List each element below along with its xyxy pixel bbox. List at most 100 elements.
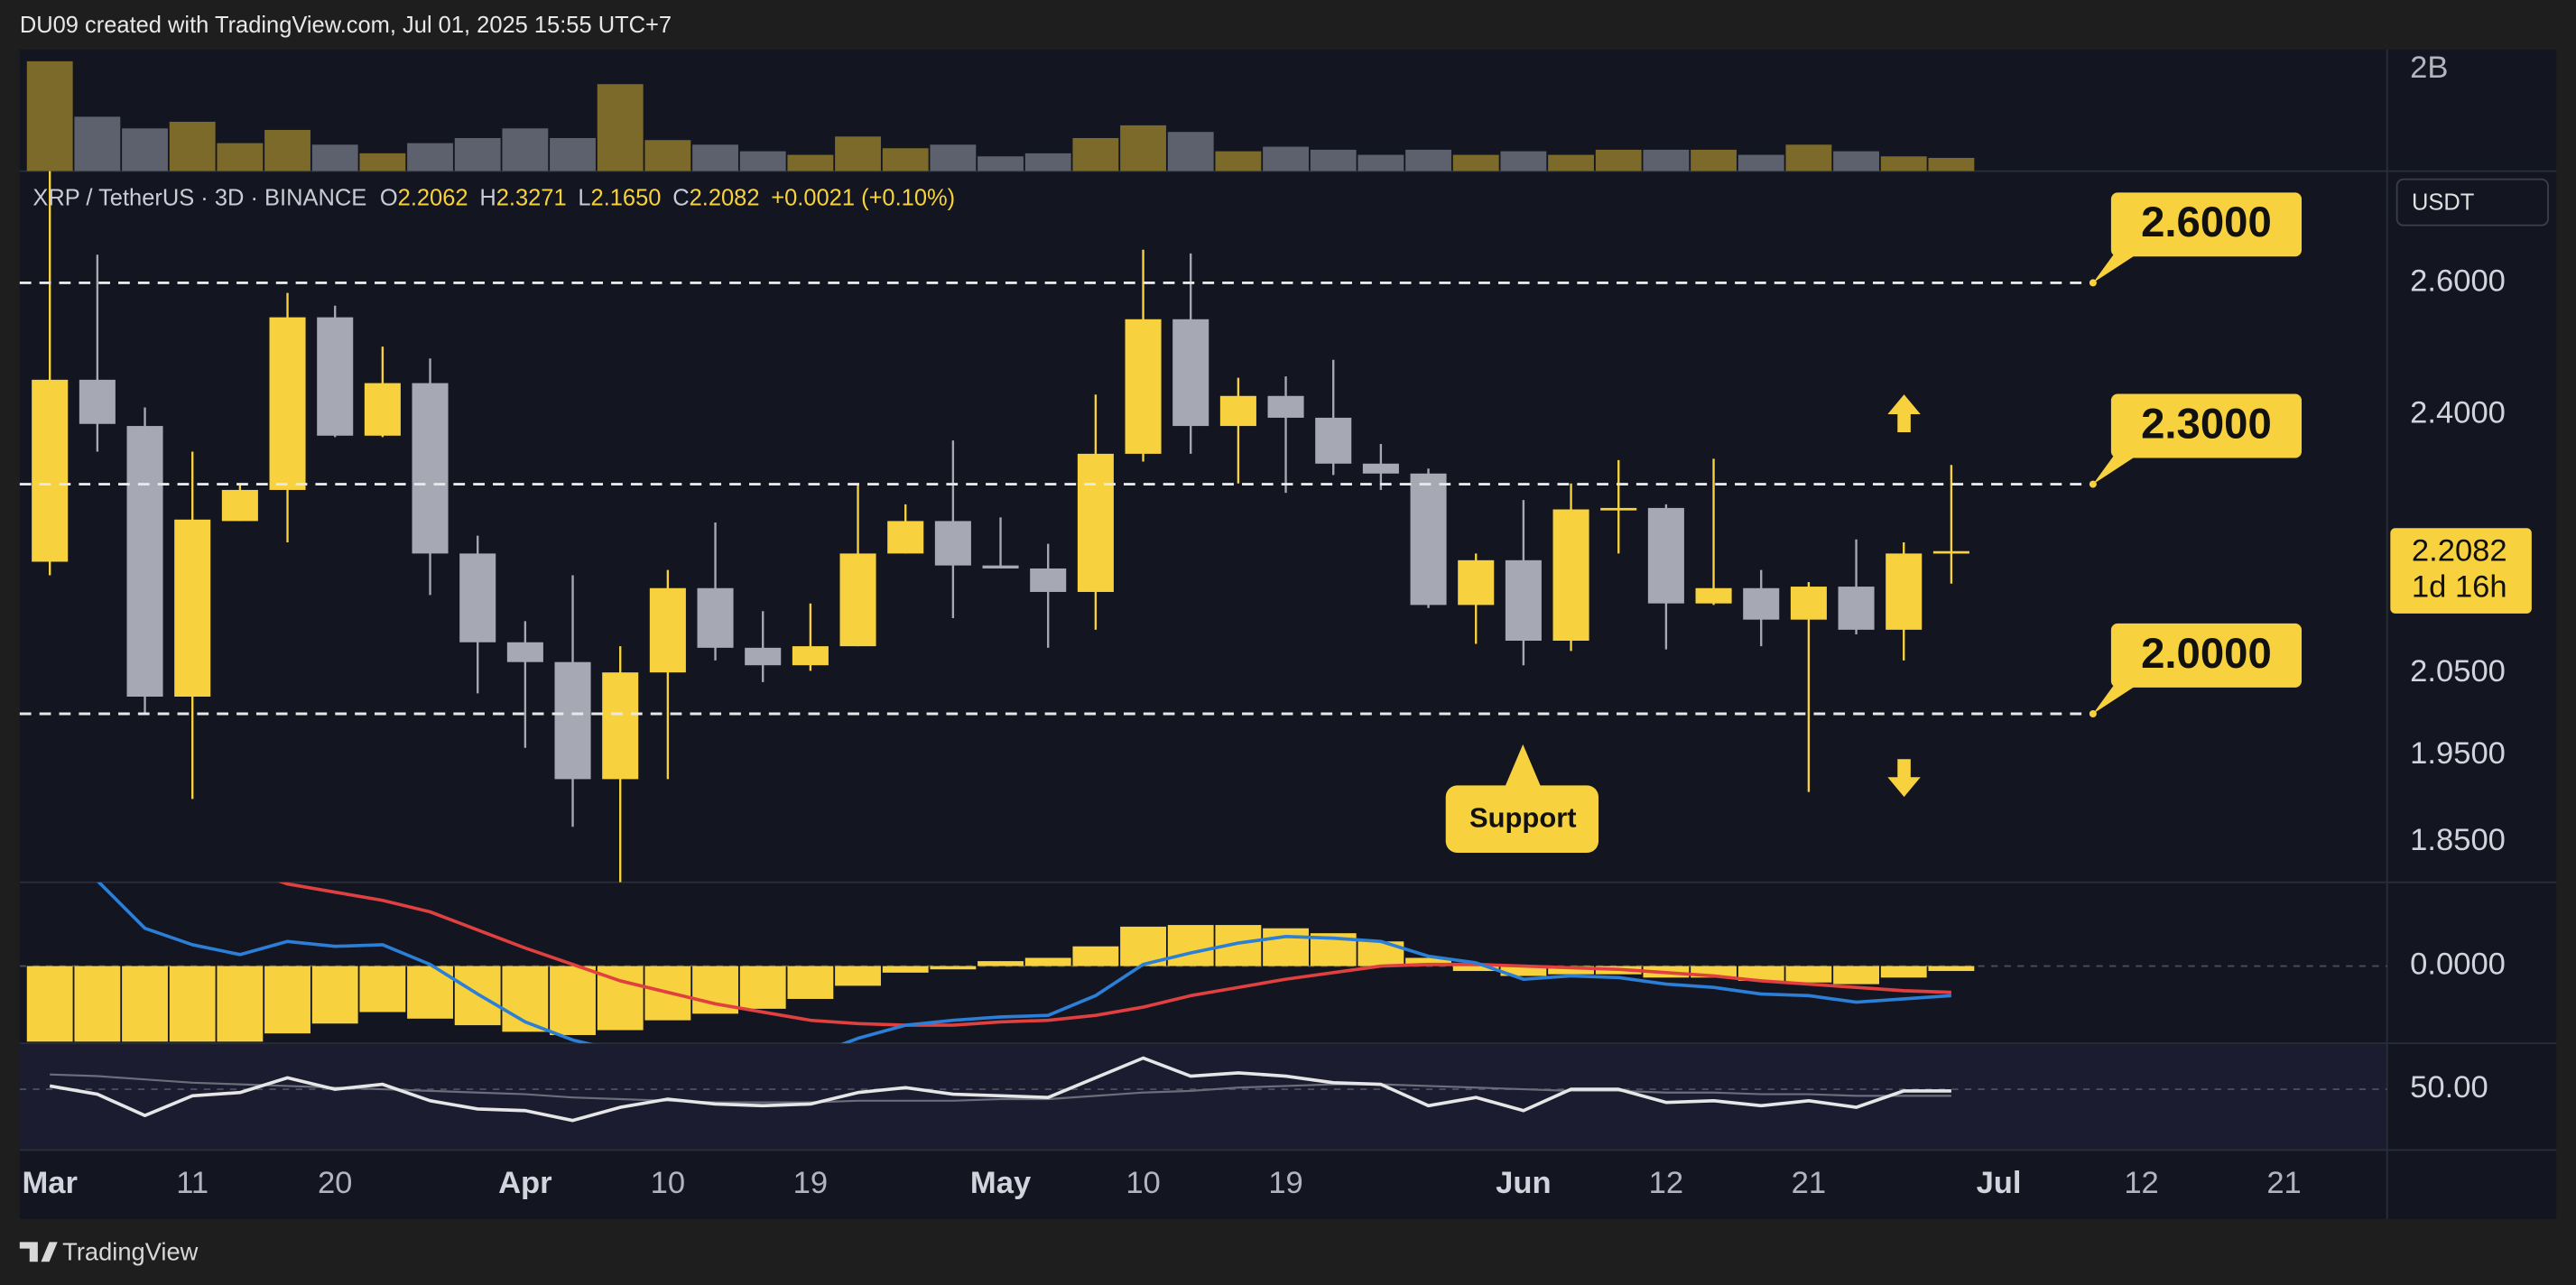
legend-value: 2.2062 — [398, 185, 468, 210]
candle-body — [1172, 319, 1209, 427]
x-tick-label: 21 — [2266, 1166, 2301, 1200]
macd-histogram-bar — [264, 966, 310, 1034]
volume-tick-label: 2B — [2410, 51, 2448, 85]
volume-bar — [1928, 157, 1975, 171]
legend-key: L — [578, 185, 590, 210]
legend-key: O — [380, 185, 398, 210]
macd-histogram-bar — [1548, 966, 1594, 975]
candle-body — [1695, 587, 1732, 604]
candle-body — [792, 646, 829, 666]
x-tick-label: Jul — [1977, 1166, 2022, 1200]
volume-bar — [502, 128, 549, 171]
candle-body — [1886, 553, 1923, 630]
legend-value: 2.2082 — [690, 185, 760, 210]
macd-line — [97, 882, 1952, 1044]
volume-bar — [264, 129, 310, 171]
overlay: XRP / TetherUS · 3D · BINANCE O2.2062 H2.3… — [19, 51, 2532, 1200]
y-tick-label: 2.4000 — [2410, 395, 2506, 430]
legend-key: H — [479, 185, 496, 210]
volume-bar — [739, 151, 786, 171]
rsi-tick-label: 50.00 — [2410, 1070, 2488, 1105]
volume-bar — [835, 136, 881, 171]
macd-histogram-bar — [1928, 966, 1975, 972]
candle-body — [745, 647, 782, 666]
candle-body — [1790, 587, 1827, 620]
x-tick-label: 11 — [176, 1166, 208, 1200]
macd-histogram-bar — [1833, 966, 1879, 985]
brand-name: TradingView — [62, 1237, 198, 1265]
x-tick-label: 19 — [1268, 1166, 1302, 1200]
candle-body — [1077, 453, 1114, 592]
macd-histogram-bar — [550, 966, 596, 1036]
volume-bar — [359, 153, 406, 171]
x-tick-label: Jun — [1496, 1166, 1551, 1200]
candle-body — [1647, 507, 1684, 604]
candle-body — [32, 379, 69, 562]
volume-bar — [1880, 156, 1927, 171]
price-pane — [32, 171, 1969, 883]
volume-bar — [930, 144, 977, 171]
volume-bar — [454, 137, 501, 171]
currency-label: USDT — [2412, 190, 2474, 216]
candle-body — [1410, 473, 1447, 606]
volume-bar — [597, 84, 644, 171]
y-tick-label: 2.0500 — [2410, 654, 2506, 689]
x-tick-label: May — [970, 1166, 1032, 1200]
x-tick-label: Apr — [498, 1166, 552, 1200]
up-arrow — [1887, 394, 1921, 433]
macd-histogram-bar — [882, 966, 929, 973]
volume-bar — [1595, 149, 1642, 171]
currency-button[interactable] — [2395, 178, 2549, 226]
macd-histogram-bar — [978, 961, 1024, 966]
volume-bar — [1024, 153, 1071, 171]
volume-pane — [26, 60, 1975, 171]
candle-body — [1125, 319, 1162, 454]
macd-histogram-bar — [359, 966, 406, 1012]
legend-change: +0.0021 (+0.10%) — [771, 185, 955, 210]
volume-bar — [1785, 144, 1832, 171]
x-tick-label: 21 — [1792, 1166, 1826, 1200]
candle-body — [839, 553, 876, 647]
macd-histogram-bar — [1263, 928, 1309, 966]
candle-body — [221, 489, 258, 522]
signal-line — [277, 882, 1951, 1027]
volume-bar — [1500, 151, 1547, 171]
level-label: 2.3000 — [2141, 400, 2272, 448]
x-tick-label: 10 — [651, 1166, 685, 1200]
support-label: Support — [1469, 802, 1577, 834]
candle-body — [934, 521, 971, 566]
support-box — [1445, 785, 1599, 853]
candle-body — [1552, 509, 1589, 642]
volume-bar — [1310, 149, 1357, 171]
macd-histogram-bar — [739, 966, 786, 1009]
macd-histogram-bar — [26, 966, 73, 1042]
candle-body — [459, 553, 496, 642]
candle-body — [982, 565, 1019, 569]
legend-key: C — [672, 185, 689, 210]
volume-bar — [1737, 154, 1784, 171]
candle-body — [697, 587, 734, 648]
macd-histogram-bar — [1785, 966, 1832, 983]
volume-bar — [26, 60, 73, 171]
level-box — [2110, 393, 2303, 458]
candle-body — [269, 317, 306, 490]
candle-body — [1267, 395, 1304, 418]
y-tick-label: 2.6000 — [2410, 264, 2506, 299]
rsi-pane — [19, 1056, 2387, 1123]
volume-bar — [692, 144, 738, 171]
level-label: 2.6000 — [2141, 199, 2272, 246]
volume-bar — [1263, 146, 1309, 171]
candle-body — [1600, 507, 1637, 511]
volume-bar — [1405, 149, 1451, 171]
volume-bar — [1548, 154, 1594, 171]
macd-histogram-bar — [787, 966, 834, 999]
legend: XRP / TetherUS · 3D · BINANCE O2.2062 H2.3… — [32, 185, 955, 210]
candle-body — [506, 642, 543, 662]
macd-histogram-bar — [930, 966, 977, 970]
candle-body — [1743, 587, 1780, 620]
x-tick-label: 20 — [318, 1166, 352, 1200]
candle-body — [79, 379, 116, 424]
legend-value: 2.3271 — [496, 185, 567, 210]
candle-body — [1315, 417, 1352, 464]
volume-bar — [1215, 151, 1262, 171]
